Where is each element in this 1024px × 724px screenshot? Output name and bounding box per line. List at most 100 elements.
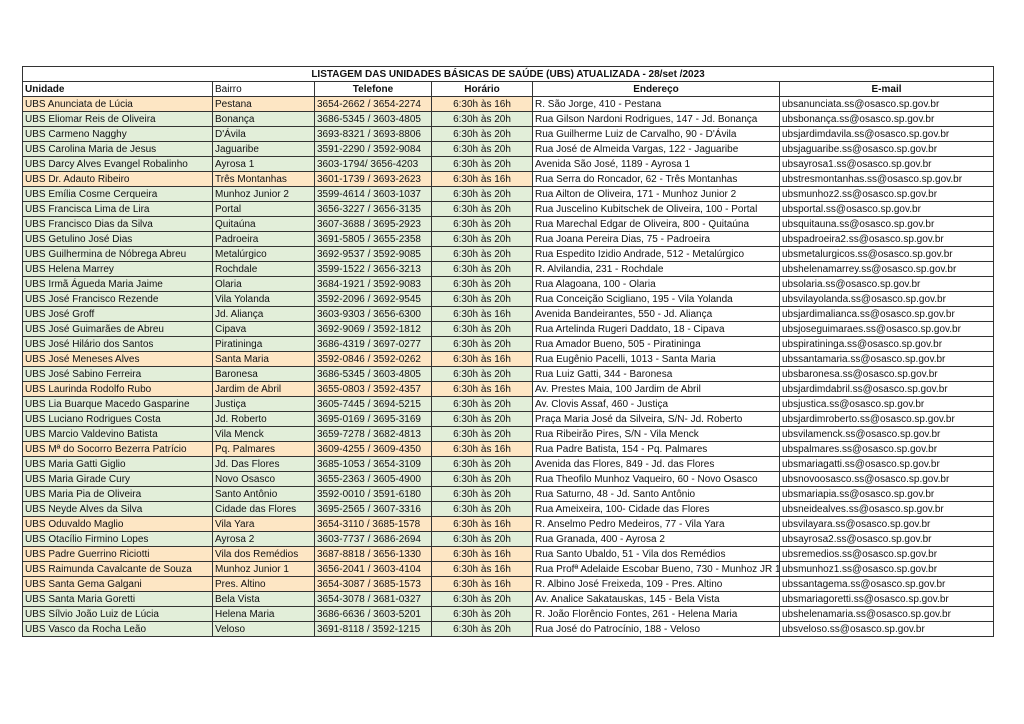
phone-cell: 3656-3227 / 3656-3135 <box>314 201 432 217</box>
neighborhood-cell: Quitaúna <box>212 216 315 232</box>
address-cell: Rua Guilherme Luiz de Carvalho, 90 - D'Á… <box>532 126 780 142</box>
hours-cell: 6:30h às 20h <box>431 216 533 232</box>
table-row: UBS Helena Marrey Rochdale 3599-1522 / 365… <box>22 261 995 277</box>
neighborhood-cell: Rochdale <box>212 261 315 277</box>
table-row: UBS Neyde Alves da Silva Cidade das Flore… <box>22 501 995 517</box>
header-row: Unidade Bairro Telefone Horário Endereço… <box>22 81 995 97</box>
email-cell: ubsmetalurgicos.ss@osasco.sp.gov.br <box>778 246 995 262</box>
unit-name-cell: UBS José Groff <box>22 306 213 322</box>
hours-cell: 6:30h às 20h <box>431 531 533 547</box>
phone-cell: 3599-1522 / 3656-3213 <box>314 261 432 277</box>
hours-cell: 6:30h às 20h <box>431 336 533 352</box>
neighborhood-cell: Jd. Aliança <box>212 306 315 322</box>
table-row: UBS Padre Guerrino Riciotti Vila dos Remé… <box>22 546 995 562</box>
email-cell: ubshelenamaria.ss@osasco.sp.gov.br <box>778 606 995 622</box>
table-row: UBS Carolina Maria de Jesus Jaguaribe 3591… <box>22 141 995 157</box>
unit-name-cell: UBS José Francisco Rezende <box>22 291 213 307</box>
header-horario: Horário <box>431 81 533 97</box>
address-cell: Rua Ribeirão Pires, S/N - Vila Menck <box>532 426 780 442</box>
phone-cell: 3693-8321 / 3693-8806 <box>314 126 432 142</box>
email-cell: ubstresmontanhas.ss@osasco.sp.gov.br <box>778 171 995 187</box>
unit-name-cell: UBS Darcy Alves Evangel Robalinho <box>22 156 213 172</box>
address-cell: Rua Theofilo Munhoz Vaqueiro, 60 - Novo … <box>532 471 780 487</box>
unit-name-cell: UBS Sílvio João Luiz de Lúcia <box>22 606 213 622</box>
email-cell: ubspadroeira2.ss@osasco.sp.gov.br <box>778 231 995 247</box>
address-cell: Avenida São José, 1189 - Ayrosa 1 <box>532 156 780 172</box>
address-cell: Av. Analice Sakatauskas, 145 - Bela Vist… <box>532 591 780 607</box>
phone-cell: 3654-2662 / 3654-2274 <box>314 96 432 112</box>
address-cell: Rua José de Almeida Vargas, 122 - Jaguar… <box>532 141 780 157</box>
email-cell: ubsolaria.ss@osasco.sp.gov.br <box>778 276 995 292</box>
hours-cell: 6:30h às 20h <box>431 126 533 142</box>
neighborhood-cell: Veloso <box>212 621 315 637</box>
email-cell: ubsjoseguimaraes.ss@osasco.sp.gov.br <box>778 321 995 337</box>
neighborhood-cell: Pestana <box>212 96 315 112</box>
phone-cell: 3603-7737 / 3686-2694 <box>314 531 432 547</box>
hours-cell: 6:30h às 20h <box>431 396 533 412</box>
neighborhood-cell: Novo Osasco <box>212 471 315 487</box>
phone-cell: 3691-5805 / 3655-2358 <box>314 231 432 247</box>
phone-cell: 3601-1739 / 3693-2623 <box>314 171 432 187</box>
neighborhood-cell: Munhoz Junior 2 <box>212 186 315 202</box>
email-cell: ubssantamaria.ss@osasco.sp.gov.br <box>778 351 995 367</box>
email-cell: ubsveloso.ss@osasco.sp.gov.br <box>778 621 995 637</box>
address-cell: Rua Padre Batista, 154 - Pq. Palmares <box>532 441 780 457</box>
unit-name-cell: UBS Guilhermina de Nóbrega Abreu <box>22 246 213 262</box>
hours-cell: 6:30h às 16h <box>431 441 533 457</box>
phone-cell: 3605-7445 / 3694-5215 <box>314 396 432 412</box>
hours-cell: 6:30h às 20h <box>431 426 533 442</box>
email-cell: ubsjardimalianca.ss@osasco.sp.gov.br <box>778 306 995 322</box>
email-cell: ubsanunciata.ss@osasco.sp.gov.br <box>778 96 995 112</box>
phone-cell: 3654-3087 / 3685-1573 <box>314 576 432 592</box>
address-cell: Rua Marechal Edgar de Oliveira, 800 - Qu… <box>532 216 780 232</box>
neighborhood-cell: Justiça <box>212 396 315 412</box>
address-cell: Rua Ailton de Oliveira, 171 - Munhoz Jun… <box>532 186 780 202</box>
address-cell: Avenida das Flores, 849 - Jd. das Flores <box>532 456 780 472</box>
header-endereco: Endereço <box>532 81 780 97</box>
address-cell: Rua Luiz Gatti, 344 - Baronesa <box>532 366 780 382</box>
unit-name-cell: UBS José Sabino Ferreira <box>22 366 213 382</box>
hours-cell: 6:30h às 20h <box>431 321 533 337</box>
address-cell: R. Albino José Freixeda, 109 - Pres. Alt… <box>532 576 780 592</box>
address-cell: Rua Espedito Izidio Andrade, 512 - Metal… <box>532 246 780 262</box>
table-row: UBS José Sabino Ferreira Baronesa 3686-534… <box>22 366 995 382</box>
table-body: UBS Anunciata de Lúcia Pestana 3654-2662 /… <box>22 96 995 637</box>
email-cell: ubsmunhoz2.ss@osasco.sp.gov.br <box>778 186 995 202</box>
phone-cell: 3655-0803 / 3592-4357 <box>314 381 432 397</box>
unit-name-cell: UBS Laurinda Rodolfo Rubo <box>22 381 213 397</box>
table-row: UBS José Meneses Alves Santa Maria 3592-08… <box>22 351 995 367</box>
phone-cell: 3692-9537 / 3592-9085 <box>314 246 432 262</box>
neighborhood-cell: Baronesa <box>212 366 315 382</box>
unit-name-cell: UBS Otacílio Firmino Lopes <box>22 531 213 547</box>
phone-cell: 3686-5345 / 3603-4805 <box>314 366 432 382</box>
unit-name-cell: UBS Eliomar Reis de Oliveira <box>22 111 213 127</box>
neighborhood-cell: Munhoz Junior 1 <box>212 561 315 577</box>
neighborhood-cell: Ayrosa 2 <box>212 531 315 547</box>
table-row: UBS Mª do Socorro Bezerra Patrício Pq. Pa… <box>22 441 995 457</box>
phone-cell: 3695-2565 / 3607-3316 <box>314 501 432 517</box>
unit-name-cell: UBS Mª do Socorro Bezerra Patrício <box>22 441 213 457</box>
neighborhood-cell: Pq. Palmares <box>212 441 315 457</box>
table-row: UBS José Hilário dos Santos Piratininga 36… <box>22 336 995 352</box>
hours-cell: 6:30h às 16h <box>431 306 533 322</box>
phone-cell: 3599-4614 / 3603-1037 <box>314 186 432 202</box>
unit-name-cell: UBS Marcio Valdevino Batista <box>22 426 213 442</box>
hours-cell: 6:30h às 20h <box>431 411 533 427</box>
neighborhood-cell: Olaria <box>212 276 315 292</box>
phone-cell: 3685-1053 / 3654-3109 <box>314 456 432 472</box>
neighborhood-cell: Portal <box>212 201 315 217</box>
neighborhood-cell: Ayrosa 1 <box>212 156 315 172</box>
email-cell: ubsvilayara.ss@osasco.sp.gov.br <box>778 516 995 532</box>
hours-cell: 6:30h às 20h <box>431 141 533 157</box>
address-cell: Rua Gilson Nardoni Rodrigues, 147 - Jd. … <box>532 111 780 127</box>
table-row: UBS Emília Cosme Cerqueira Munhoz Junior … <box>22 186 995 202</box>
email-cell: ubsjaguaribe.ss@osasco.sp.gov.br <box>778 141 995 157</box>
table-row: UBS José Francisco Rezende Vila Yolanda 35… <box>22 291 995 307</box>
hours-cell: 6:30h às 16h <box>431 546 533 562</box>
address-cell: Rua Alagoana, 100 - Olaria <box>532 276 780 292</box>
hours-cell: 6:30h às 16h <box>431 516 533 532</box>
hours-cell: 6:30h às 20h <box>431 366 533 382</box>
address-cell: R. João Florêncio Fontes, 261 - Helena M… <box>532 606 780 622</box>
email-cell: ubsneidealves.ss@osasco.sp.gov.br <box>778 501 995 517</box>
phone-cell: 3686-4319 / 3697-0277 <box>314 336 432 352</box>
